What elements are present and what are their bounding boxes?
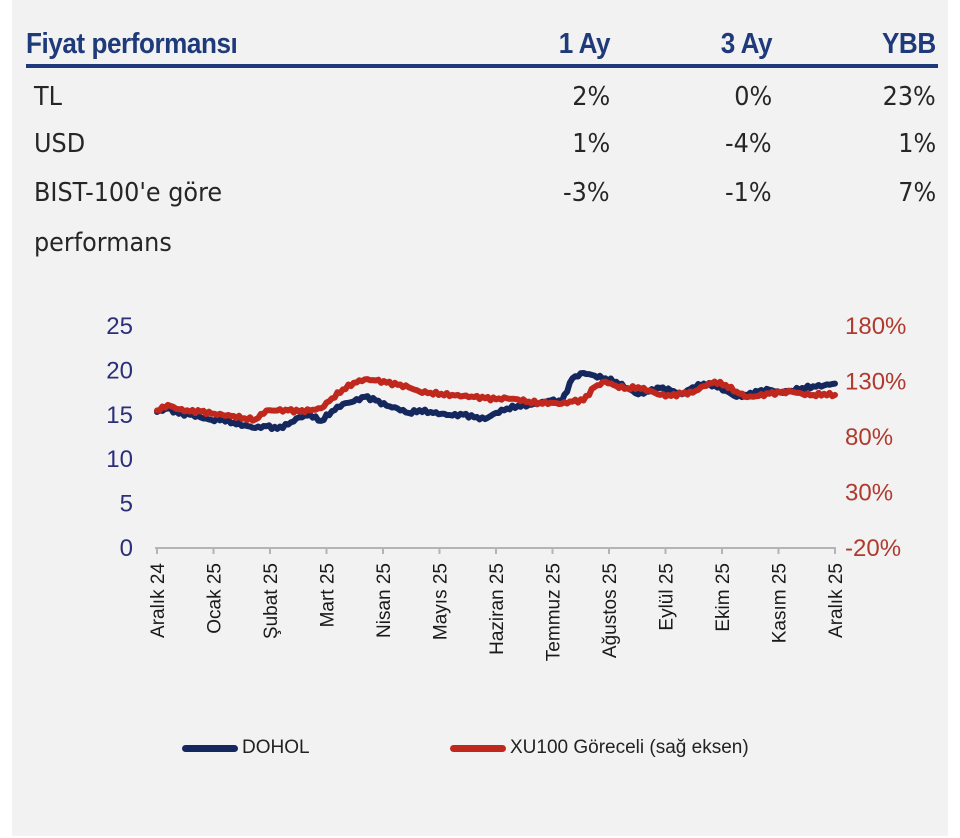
legend-swatch-dohol	[182, 744, 238, 752]
left-axis-tick-label: 25	[106, 313, 133, 340]
value-ybb: 7%	[898, 178, 936, 208]
column-header-ybb: YBB	[882, 28, 936, 60]
value-3-ay: -4%	[725, 129, 772, 159]
table-row-tl: TL 2% 0% 23%	[34, 82, 936, 126]
x-axis-tick-label: Eylül 25	[657, 563, 678, 631]
row-label-continued: performans	[34, 228, 172, 258]
performance-table-header: Fiyat performansı 1 Ay 3 Ay YBB	[26, 28, 938, 68]
value-3-ay: -1%	[725, 178, 772, 208]
row-label: TL	[34, 82, 62, 112]
left-axis: 0 5 10 15 20 25	[106, 313, 133, 562]
x-axis-tick-label: Mayıs 25	[431, 563, 452, 640]
legend-item-xu100: XU100 Göreceli (sağ eksen)	[450, 736, 749, 760]
left-axis-tick-label: 20	[106, 357, 133, 384]
x-axis-tick-label: Ekim 25	[713, 563, 734, 632]
dohol-line	[154, 370, 838, 433]
value-1-ay: 2%	[572, 82, 610, 112]
legend-label: DOHOL	[242, 737, 310, 758]
value-1-ay: -3%	[563, 178, 610, 208]
left-axis-tick-label: 10	[106, 446, 133, 473]
xu100-relative-line	[154, 376, 838, 424]
column-header-1-ay: 1 Ay	[558, 28, 611, 60]
x-axis: Aralık 24 Ocak 25 Şubat 25 Mart 25 Nisan 25 M…	[148, 547, 847, 661]
left-axis-tick-label: 0	[120, 535, 133, 562]
column-header-3-ay: 3 Ay	[720, 28, 773, 60]
x-axis-tick-label: Haziran 25	[487, 563, 508, 655]
x-axis-tick-label: Nisan 25	[374, 563, 395, 638]
x-axis-tick-label: Kasım 25	[770, 563, 791, 643]
legend-swatch-xu100	[450, 744, 506, 752]
x-axis-tick-label: Aralık 24	[148, 563, 169, 638]
value-ybb: 23%	[882, 82, 936, 112]
table-row-bist100-relative-cont: performans	[34, 228, 936, 272]
x-axis-tick-label: Ağustos 25	[600, 563, 621, 658]
series-lines	[154, 370, 838, 433]
right-axis-tick-label: 130%	[845, 369, 906, 396]
x-axis-tick-label: Ocak 25	[205, 563, 226, 634]
legend-item-dohol: DOHOL	[182, 736, 310, 760]
x-axis-tick-label: Temmuz 25	[544, 563, 565, 661]
x-axis-tick-label: Mart 25	[318, 563, 339, 627]
left-axis-tick-label: 15	[106, 402, 133, 429]
right-axis: -20% 30% 80% 130% 180%	[845, 313, 906, 562]
right-axis-tick-label: 80%	[845, 424, 893, 451]
right-axis-tick-label: 180%	[845, 313, 906, 340]
right-axis-tick-label: 30%	[845, 480, 893, 507]
value-3-ay: 0%	[734, 82, 772, 112]
value-ybb: 1%	[898, 129, 936, 159]
left-axis-tick-label: 5	[120, 491, 133, 518]
table-row-bist100-relative: BIST-100'e göre -3% -1% 7%	[34, 178, 936, 222]
row-label: USD	[34, 129, 86, 159]
right-axis-tick-label: -20%	[845, 535, 901, 562]
x-axis-tick-label: Şubat 25	[261, 563, 282, 639]
table-title: Fiyat performansı	[26, 28, 238, 60]
legend-label: XU100 Göreceli (sağ eksen)	[510, 737, 749, 758]
row-label: BIST-100'e göre	[34, 178, 223, 208]
table-row-usd: USD 1% -4% 1%	[34, 129, 936, 173]
value-1-ay: 1%	[572, 129, 610, 159]
x-axis-tick-label: Aralık 25	[826, 563, 847, 638]
